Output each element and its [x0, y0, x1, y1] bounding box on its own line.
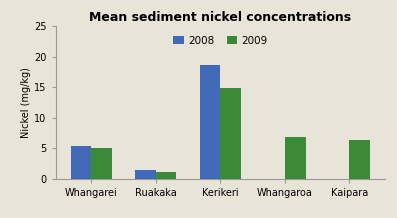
Bar	[220, 89, 241, 179]
Title: Mean sediment nickel concentrations: Mean sediment nickel concentrations	[89, 11, 351, 24]
Y-axis label: Nickel (mg/kg): Nickel (mg/kg)	[21, 67, 31, 138]
Bar	[200, 65, 220, 179]
Bar	[349, 140, 370, 179]
Bar	[135, 170, 156, 179]
Legend: 2008, 2009: 2008, 2009	[169, 31, 272, 50]
Bar	[285, 137, 306, 179]
Bar	[156, 172, 176, 179]
Bar	[91, 148, 112, 179]
Bar	[71, 146, 91, 179]
